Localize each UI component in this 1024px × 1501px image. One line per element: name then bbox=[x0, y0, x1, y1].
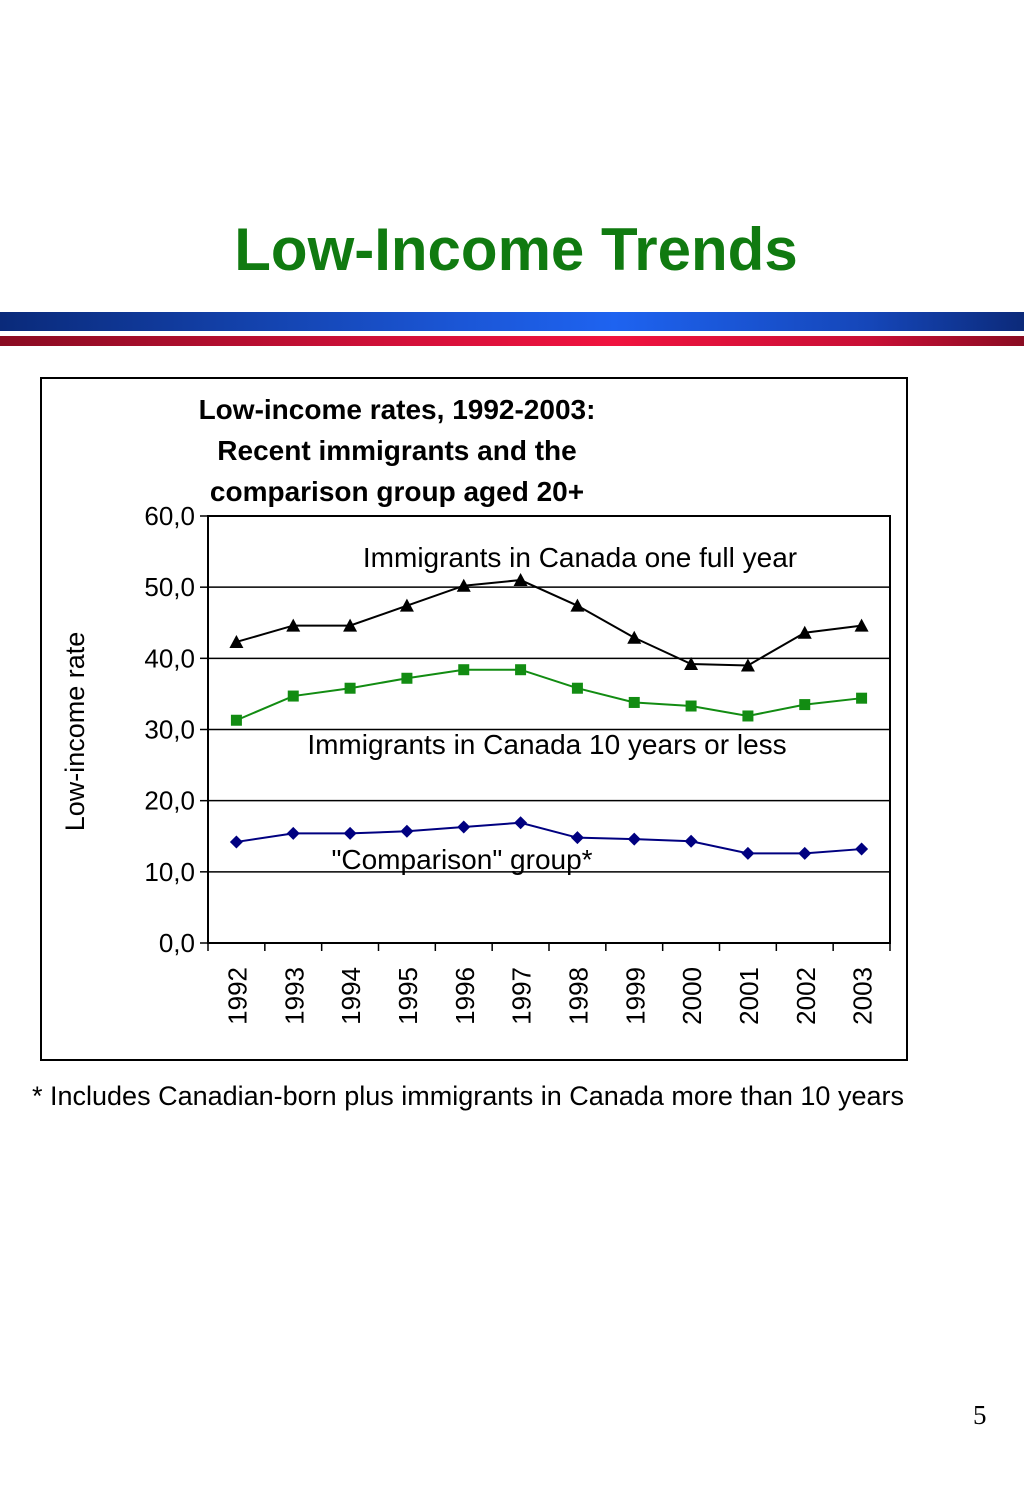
data-point-square bbox=[799, 699, 811, 711]
x-tick-label: 2001 bbox=[734, 967, 764, 1025]
data-point-triangle bbox=[570, 598, 585, 612]
series-label: Immigrants in Canada one full year bbox=[363, 542, 797, 573]
y-tick-label: 60,0 bbox=[144, 501, 195, 531]
x-tick-label: 2002 bbox=[791, 967, 821, 1025]
data-point-square bbox=[571, 682, 583, 694]
data-point-diamond bbox=[570, 831, 584, 845]
data-point-square bbox=[230, 714, 242, 726]
page-number: 5 bbox=[973, 1400, 987, 1430]
series-label: "Comparison" group* bbox=[331, 844, 592, 875]
series-line bbox=[236, 668, 862, 722]
data-point-diamond bbox=[684, 834, 698, 848]
x-tick-label: 2003 bbox=[848, 967, 878, 1025]
data-point-diamond bbox=[343, 826, 357, 840]
data-point-triangle bbox=[797, 625, 812, 639]
series-line bbox=[236, 821, 862, 855]
x-tick-label: 1993 bbox=[279, 967, 309, 1025]
x-tick-label: 1995 bbox=[393, 967, 423, 1025]
data-point-diamond bbox=[514, 816, 528, 830]
y-tick-label: 10,0 bbox=[144, 857, 195, 887]
data-point-diamond bbox=[457, 820, 471, 834]
y-tick-label: 40,0 bbox=[144, 643, 195, 673]
y-tick-label: 30,0 bbox=[144, 715, 195, 745]
series-line bbox=[236, 579, 862, 667]
x-tick-label: 1994 bbox=[336, 967, 366, 1025]
data-point-square bbox=[401, 672, 413, 684]
y-tick-label: 0,0 bbox=[159, 928, 195, 958]
y-axis-label: Low-income rate bbox=[60, 632, 90, 832]
y-tick-label: 50,0 bbox=[144, 572, 195, 602]
x-tick-label: 1997 bbox=[507, 967, 537, 1025]
data-point-triangle bbox=[627, 630, 642, 644]
data-point-square bbox=[856, 692, 868, 704]
x-tick-label: 2000 bbox=[677, 967, 707, 1025]
header-blue-band bbox=[0, 312, 1024, 331]
x-tick-label: 1998 bbox=[563, 967, 593, 1025]
footnote: * Includes Canadian-born plus immigrants… bbox=[32, 1081, 904, 1111]
data-point-diamond bbox=[798, 846, 812, 860]
data-point-square bbox=[685, 700, 697, 712]
data-point-diamond bbox=[627, 832, 641, 846]
line-chart: 0,0 10,0 20,0 30,0 40,0 50,0 60,0 1992 1993 1994 1… bbox=[60, 501, 891, 1025]
data-point-square bbox=[515, 664, 527, 676]
data-point-triangle bbox=[286, 618, 301, 632]
chart-title: Low-income rates, 1992-2003: Recent immi… bbox=[198, 394, 596, 507]
data-point-square bbox=[628, 696, 640, 708]
x-tick-label: 1999 bbox=[620, 967, 650, 1025]
x-tick-label: 1992 bbox=[222, 967, 252, 1025]
data-point-square bbox=[742, 710, 754, 722]
data-point-square bbox=[458, 664, 470, 676]
data-point-triangle bbox=[229, 634, 244, 648]
data-point-triangle bbox=[740, 658, 755, 672]
series-label: Immigrants in Canada 10 years or less bbox=[307, 729, 786, 760]
data-point-triangle bbox=[854, 618, 869, 632]
data-point-diamond bbox=[286, 826, 300, 840]
x-tick-label: 1996 bbox=[450, 967, 480, 1025]
data-point-triangle bbox=[684, 657, 699, 671]
data-point-diamond bbox=[229, 835, 243, 849]
header-red-band bbox=[0, 336, 1024, 346]
y-tick-label: 20,0 bbox=[144, 786, 195, 816]
slide-title: Low-Income Trends bbox=[234, 216, 798, 283]
data-point-square bbox=[287, 690, 299, 702]
data-point-triangle bbox=[343, 618, 358, 632]
data-point-triangle bbox=[513, 573, 528, 587]
data-point-diamond bbox=[741, 846, 755, 860]
chart-frame: Low-income rates, 1992-2003: Recent immi… bbox=[40, 377, 908, 1061]
data-point-diamond bbox=[855, 842, 869, 856]
data-point-triangle bbox=[399, 598, 414, 612]
data-point-square bbox=[344, 682, 356, 694]
data-point-triangle bbox=[456, 578, 471, 592]
data-point-diamond bbox=[400, 824, 414, 838]
